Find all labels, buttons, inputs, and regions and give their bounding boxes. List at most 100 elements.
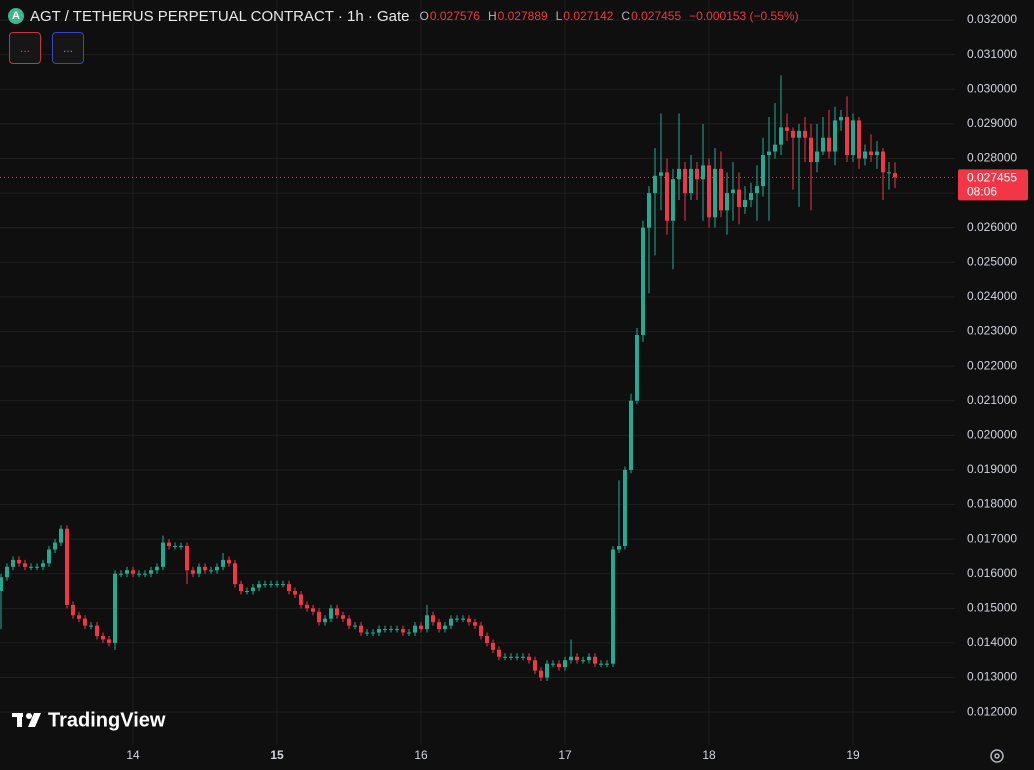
candle-body <box>839 116 843 121</box>
candle-body <box>767 151 771 156</box>
candle-body <box>203 566 207 571</box>
candle-body <box>287 584 291 592</box>
y-tick-label: 0.028000 <box>967 151 1017 165</box>
candle-body <box>11 559 15 567</box>
candle-body <box>431 615 435 623</box>
candle-body <box>161 542 165 567</box>
candle-body <box>851 120 855 156</box>
change: −0.000153 (−0.55%) <box>689 9 799 23</box>
indicator-button[interactable]: ... <box>52 32 84 64</box>
candle-body <box>671 179 675 221</box>
last-price-label: 0.027455 <box>967 171 1017 185</box>
candle-body <box>785 127 789 131</box>
candle-body <box>749 193 753 201</box>
candle-body <box>269 584 273 586</box>
y-tick-label: 0.021000 <box>967 393 1017 407</box>
candle-body <box>0 577 3 592</box>
candle-body <box>605 663 609 665</box>
candle-body <box>659 172 663 176</box>
candle-body <box>17 559 21 564</box>
candle-body <box>413 625 417 633</box>
candle-body <box>761 155 765 187</box>
candle-body <box>815 151 819 162</box>
candle-body <box>47 549 51 564</box>
candle-body <box>71 604 75 616</box>
candle-body <box>305 604 309 609</box>
candle-body <box>797 130 801 138</box>
candle-body <box>293 591 297 595</box>
axis: 0.012000 0.013000 0.014000 0.015000 0.016000… <box>126 12 1028 762</box>
candle-body <box>311 608 315 612</box>
candle-body <box>653 175 657 194</box>
candle-body <box>833 120 837 152</box>
x-tick-label: 18 <box>702 748 716 762</box>
ohlc-value: 0.027142 <box>563 9 614 23</box>
x-tick-label: 16 <box>414 748 428 762</box>
candle-body <box>869 151 873 156</box>
candle-body <box>437 622 441 630</box>
y-tick-label: 0.019000 <box>967 462 1017 476</box>
candle-body <box>125 570 129 574</box>
candle-body <box>521 656 525 658</box>
candle-body <box>23 563 27 567</box>
candle-body <box>5 566 9 578</box>
candle-body <box>503 656 507 658</box>
candle-body <box>485 636 489 643</box>
candle-body <box>239 584 243 592</box>
tradingview-logo: TradingView <box>12 709 166 731</box>
indicator-button[interactable]: ... <box>9 32 41 64</box>
candle-body <box>371 632 375 634</box>
candle-body <box>197 566 201 574</box>
ohlc-value: 0.027576 <box>429 9 480 23</box>
candle-body <box>713 168 717 218</box>
candle-body <box>719 168 723 211</box>
candle-body <box>449 618 453 626</box>
candle-body <box>863 151 867 159</box>
candle-body <box>695 168 699 180</box>
candle-body <box>329 608 333 619</box>
y-tick-label: 0.018000 <box>967 497 1017 511</box>
candle-body <box>59 528 63 543</box>
candle-body <box>131 570 135 574</box>
candle-body <box>347 618 351 626</box>
header: A AGT / TETHERUS PERPETUAL CONTRACT · 1h… <box>8 5 799 27</box>
candle-body <box>725 193 729 211</box>
candle-body <box>641 227 645 335</box>
candle-body <box>731 189 735 194</box>
candle-body <box>479 625 483 637</box>
y-tick-label: 0.013000 <box>967 670 1017 684</box>
candle-body <box>623 469 627 547</box>
candle-body <box>569 656 573 661</box>
candle-body <box>557 663 561 668</box>
candle-body <box>617 546 621 550</box>
y-tick-label: 0.026000 <box>967 220 1017 234</box>
candle-body <box>341 615 345 619</box>
candle-body <box>53 542 57 550</box>
ohlc-key: H <box>487 9 497 23</box>
candle-body <box>77 615 81 619</box>
y-tick-label: 0.032000 <box>967 12 1017 26</box>
x-tick-label: 14 <box>126 748 140 762</box>
candle-body <box>191 570 195 574</box>
settings-icon[interactable] <box>990 749 1004 763</box>
candle-body <box>629 400 633 470</box>
candle-body <box>581 660 585 662</box>
candle-body <box>881 151 885 173</box>
y-tick-label: 0.020000 <box>967 427 1017 441</box>
candle-body <box>317 611 321 623</box>
x-tick-label: 17 <box>558 748 572 762</box>
candle-body <box>611 549 615 664</box>
candle-body <box>875 151 879 156</box>
candle-body <box>263 584 267 586</box>
x-tick-label: 15 <box>270 748 284 762</box>
ohlc-value: 0.027455 <box>631 9 682 23</box>
y-tick-label: 0.030000 <box>967 81 1017 95</box>
y-tick-label: 0.022000 <box>967 358 1017 372</box>
candle-body <box>467 618 471 623</box>
candle-body <box>167 542 171 547</box>
candle-body <box>353 625 357 627</box>
candle-body <box>707 165 711 218</box>
candle-body <box>893 173 897 178</box>
symbol-icon: A <box>8 8 24 24</box>
